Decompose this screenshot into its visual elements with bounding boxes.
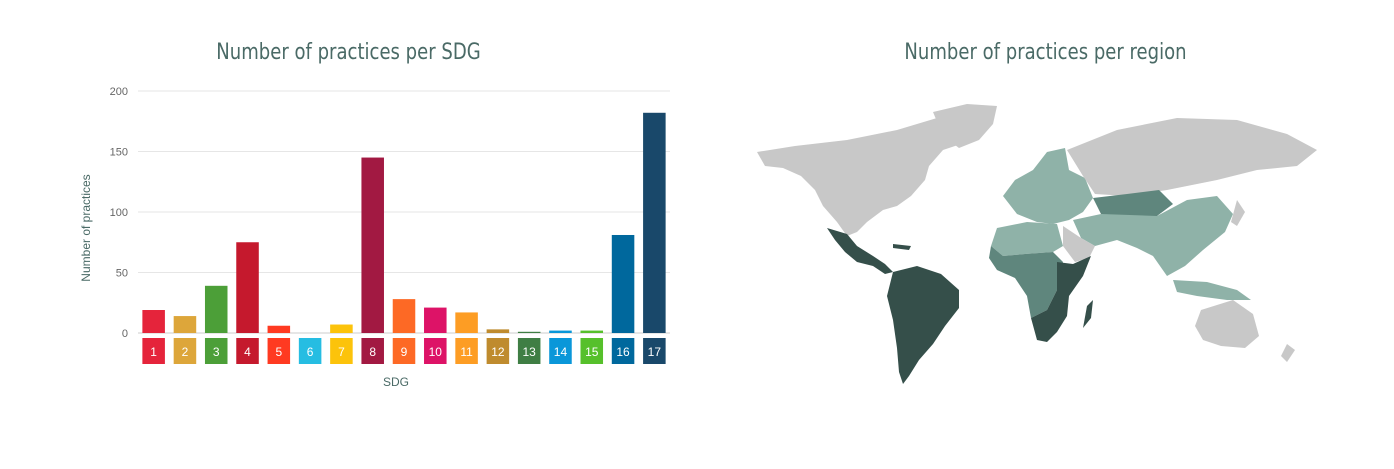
bar-sdg-2: [173, 316, 197, 333]
bar-sdg-15: [580, 330, 604, 333]
sdg-chart-panel: Number of practices per SDG 0 50 100 150 200…: [79, 40, 670, 389]
sdg-tile-3: [204, 338, 228, 364]
x-axis-title: SDG: [383, 375, 409, 389]
bar-sdg-17: [643, 112, 666, 333]
y-tick-label: 100: [110, 207, 128, 219]
x-tick-label: 16: [616, 345, 630, 359]
map-madagascar: [1083, 300, 1093, 328]
x-tick-label: 11: [460, 345, 473, 359]
x-tick-label: 1: [150, 345, 157, 359]
sdg-tile-6: [298, 338, 322, 364]
map-greenland: [933, 104, 997, 148]
bar-sdg-1: [142, 310, 165, 333]
y-axis-title: Number of practices: [79, 174, 93, 281]
map-south-america: [887, 266, 959, 384]
y-tick-label: 0: [122, 328, 128, 340]
region-map-title: Number of practices per region: [904, 40, 1187, 65]
sdg-tile-13: [517, 338, 541, 364]
bar-sdg-14: [549, 330, 572, 333]
x-tick-label: 3: [213, 345, 220, 359]
x-tick-label: 4: [244, 345, 251, 359]
x-tick-label: 15: [585, 345, 599, 359]
sdg-tile-5: [267, 338, 291, 364]
map-southeast-asia: [1173, 280, 1251, 300]
map-north-africa: [991, 222, 1063, 256]
bar-sdg-9: [392, 299, 416, 333]
sdg-tile-8: [361, 338, 384, 364]
x-tick-label: 13: [522, 345, 536, 359]
map-central-asia: [1093, 190, 1173, 220]
map-west-central-africa: [989, 246, 1063, 318]
x-tick-label: 9: [401, 345, 408, 359]
sdg-tile-11: [455, 338, 478, 364]
map-new-zealand: [1281, 344, 1295, 362]
x-tick-label: 7: [338, 345, 345, 359]
bar-sdg-3: [204, 285, 228, 333]
x-tick-label: 10: [429, 345, 443, 359]
sdg-chart-title: Number of practices per SDG: [216, 40, 481, 65]
x-tick-label: 5: [275, 345, 282, 359]
sdg-tile-14: [549, 338, 572, 364]
sdg-tile-10: [424, 338, 447, 364]
sdg-tile-12: [486, 338, 510, 364]
sdg-tile-16: [611, 338, 635, 364]
map-asia: [1073, 196, 1233, 276]
bar-sdg-11: [455, 312, 478, 333]
x-tick-label: 2: [182, 345, 189, 359]
sdg-tile-15: [580, 338, 604, 364]
y-tick-label: 200: [110, 86, 128, 98]
bar-sdg-4: [236, 242, 259, 333]
x-tick-label: 17: [648, 345, 662, 359]
bar-sdg-12: [486, 329, 510, 333]
region-map-panel: Number of practices per region: [697, 0, 1394, 469]
map-central-america: [827, 228, 893, 274]
map-east-south-africa: [1031, 256, 1091, 342]
y-tick-label: 50: [116, 268, 128, 280]
sdg-tile-2: [173, 338, 197, 364]
bar-sdg-10: [424, 307, 447, 333]
bar-sdg-13: [517, 331, 541, 333]
bar-sdg-8: [361, 157, 384, 333]
map-australia: [1195, 300, 1259, 348]
sdg-tile-4: [236, 338, 259, 364]
x-tick-label: 6: [307, 345, 314, 359]
x-tick-label: 12: [491, 345, 505, 359]
map-north-america: [757, 108, 989, 236]
bar-sdg-16: [611, 234, 635, 333]
map-middle-east: [1063, 226, 1095, 262]
x-tick-label: 8: [369, 345, 376, 359]
sdg-tile-1: [142, 338, 165, 364]
x-tick-label: 14: [554, 345, 568, 359]
sdg-tile-9: [392, 338, 416, 364]
map-russia: [1067, 118, 1317, 196]
map-japan: [1231, 200, 1245, 226]
bar-sdg-5: [267, 325, 291, 333]
sdg-tile-17: [643, 338, 666, 364]
bar-sdg-7: [330, 324, 353, 333]
map-caribbean: [893, 244, 911, 250]
sdg-tile-7: [330, 338, 353, 364]
y-tick-label: 150: [110, 147, 128, 159]
map-europe: [1003, 148, 1093, 224]
world-map: [757, 104, 1317, 384]
